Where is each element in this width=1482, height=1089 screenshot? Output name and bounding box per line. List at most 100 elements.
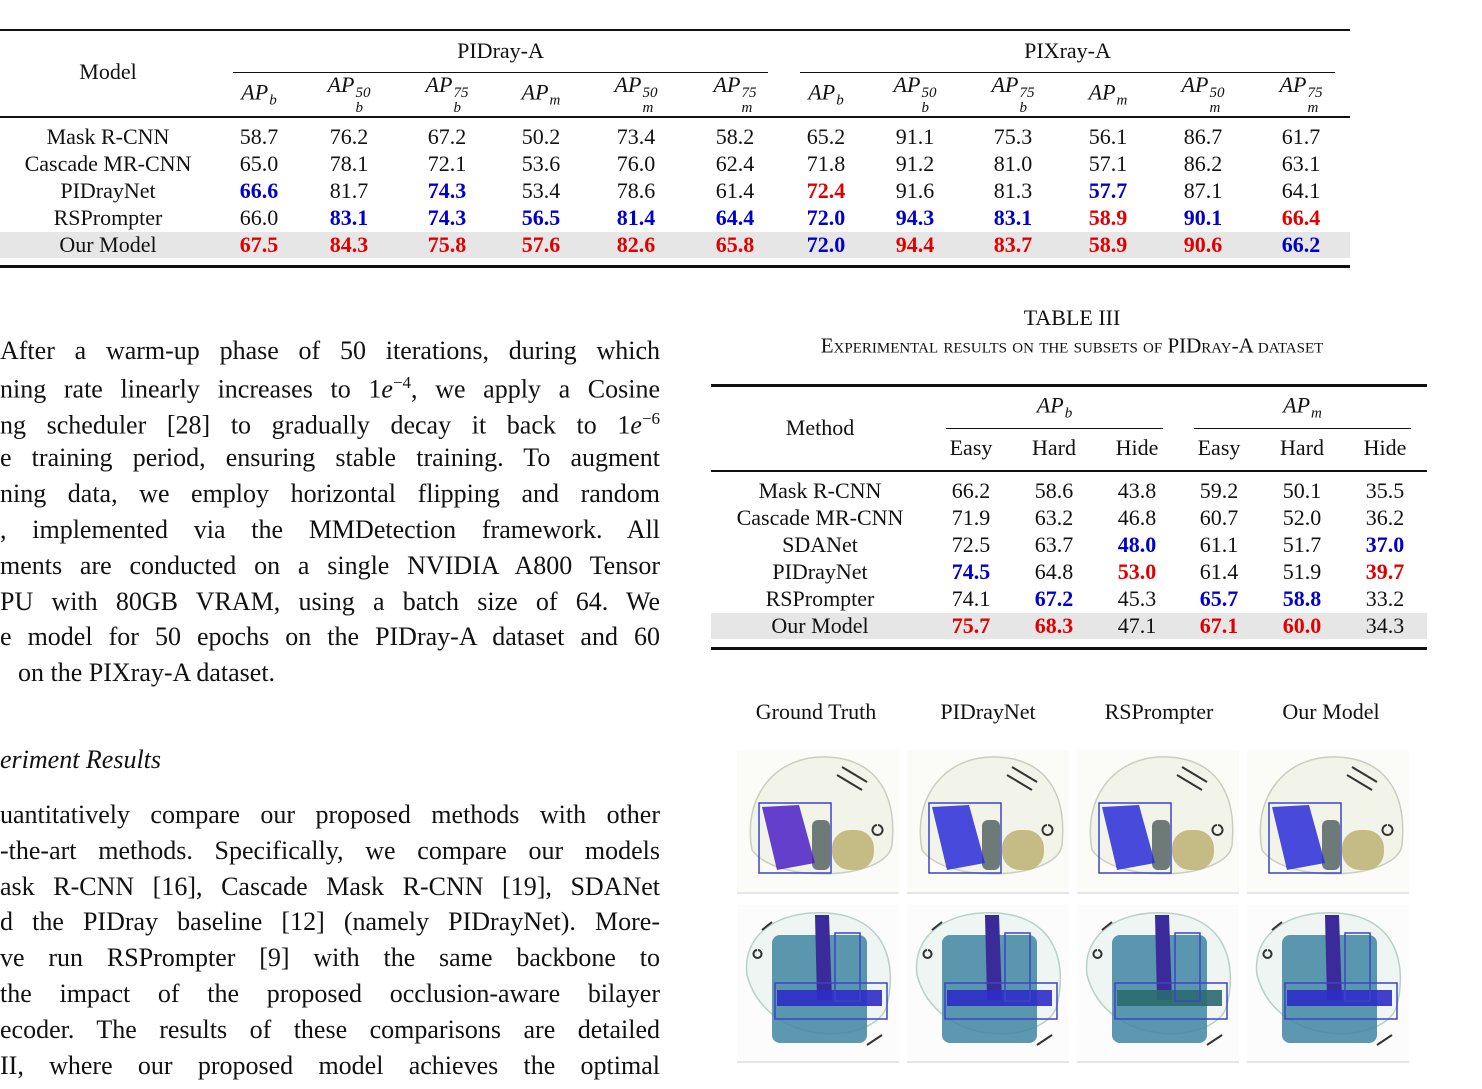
math-header: APb <box>808 79 844 109</box>
text-run: on the PIXray-A dataset. <box>18 658 276 688</box>
text-line: , implemented via the MMDetection framew… <box>0 517 660 543</box>
object-lines <box>1176 766 1224 836</box>
math-header: AP 75 m <box>1280 74 1323 116</box>
text-line: e training period, ensuring stable train… <box>0 445 660 471</box>
mask-purple <box>1102 805 1155 870</box>
text-run: d the PIDray baseline [12] (namely PIDra… <box>0 907 660 937</box>
math-base: AP <box>241 79 269 105</box>
table-cell: 75.3 <box>993 124 1033 149</box>
math-base: AP <box>614 72 642 97</box>
object-dark <box>812 820 830 870</box>
math-sup: 50 <box>1209 85 1225 101</box>
object-lines <box>1262 921 1393 1046</box>
text-run: , we apply a Cosine <box>411 374 660 404</box>
table-cell: 72.0 <box>806 232 846 257</box>
table-cell: 35.5 <box>1365 478 1405 503</box>
text-line: ning rate linearly increases to 1e−4, we… <box>0 374 660 403</box>
table-cell: 47.1 <box>1117 613 1157 638</box>
table-cell: 36.2 <box>1365 505 1405 530</box>
table-cell: 61.4 <box>715 178 755 203</box>
table-cell: 74.3 <box>427 205 467 230</box>
table-caption: Experimental results on the subsets of P… <box>820 333 1324 358</box>
math-base: AP <box>425 72 453 97</box>
math-header: APm <box>1089 81 1128 109</box>
table-cell: 60.0 <box>1282 613 1322 638</box>
text-line: e model for 50 epochs on the PIDray-A da… <box>0 624 660 650</box>
table-cell: 67.1 <box>1199 613 1239 638</box>
math-sup: 75 <box>453 85 469 101</box>
math-sub: b <box>453 100 461 116</box>
row-shade <box>0 232 1350 258</box>
table-cell: 90.6 <box>1183 232 1223 257</box>
math-scripts: 75 b <box>1019 86 1034 116</box>
table-cell: 53.0 <box>1117 559 1157 584</box>
table-cell: 58.6 <box>1034 478 1074 503</box>
text-run: ng scheduler [28] to gradually decay it … <box>0 410 631 440</box>
object-lines <box>836 766 884 836</box>
table-cell: 81.7 <box>329 178 369 203</box>
math-base: AP <box>1036 392 1064 418</box>
table-cell: 48.0 <box>1117 532 1157 557</box>
table-cell: 61.1 <box>1199 532 1239 557</box>
text-run: , implemented via the MMDetection framew… <box>0 515 660 544</box>
table-cell: 83.7 <box>993 232 1033 257</box>
text-run: ecoder. The results of these comparisons… <box>0 1014 660 1044</box>
math-base: AP <box>808 79 836 105</box>
math-scripts: 75 b <box>453 86 468 116</box>
figure-column-label: PIDrayNet <box>940 699 1036 724</box>
math-sub: b <box>836 92 844 109</box>
table-cell: 67.2 <box>427 124 467 149</box>
table-cell: 58.8 <box>1282 586 1322 611</box>
object-olive <box>832 830 874 870</box>
bbox-blue <box>944 982 1058 1020</box>
text-line: PU with 80GB VRAM, using a batch size of… <box>0 588 660 615</box>
bbox-blue <box>1114 982 1228 1020</box>
table-cell: 66.6 <box>239 178 279 203</box>
math-sup: 50 <box>921 85 937 101</box>
text-run: e <box>630 410 642 440</box>
table-cell: 83.1 <box>993 205 1033 230</box>
mask-purple <box>762 805 815 870</box>
subheader: Easy <box>1197 435 1241 460</box>
text-run: ask R-CNN [16], Cascade Mask R-CNN [19],… <box>0 871 660 901</box>
table-cell: 66.4 <box>1281 205 1321 230</box>
table-cell: 58.2 <box>715 124 755 149</box>
math-sub: b <box>1064 405 1073 422</box>
row-label: RSPrompter <box>765 586 875 611</box>
mask-purple <box>1272 805 1325 870</box>
math-header: AP 50 m <box>1182 74 1225 116</box>
column-header: Method <box>785 415 855 440</box>
subheader: Hard <box>1280 435 1324 460</box>
table-cell: 63.7 <box>1034 532 1074 557</box>
text-line: ask R-CNN [16], Cascade Mask R-CNN [19],… <box>0 871 660 901</box>
table-cell: 91.6 <box>895 178 935 203</box>
text-line: the impact of the proposed occlusion-awa… <box>0 981 660 1007</box>
bbox-blue <box>1268 802 1342 874</box>
table-cell: 46.8 <box>1117 505 1157 530</box>
text-line: ecoder. The results of these comparisons… <box>0 1014 660 1044</box>
table-cell: 64.8 <box>1034 559 1074 584</box>
table-cell: 51.7 <box>1282 532 1322 557</box>
row-label: Mask R-CNN <box>758 478 882 503</box>
table-cell: 57.6 <box>521 232 561 257</box>
table-cell: 74.5 <box>951 559 991 584</box>
object-lines <box>1006 766 1054 836</box>
table-cell: 94.4 <box>895 232 935 257</box>
table-cell: 33.2 <box>1365 586 1405 611</box>
table-cell: 83.1 <box>329 205 369 230</box>
text-run: e model for 50 epochs on the PIDray-A da… <box>0 622 660 652</box>
text-line: uantitatively compare our proposed metho… <box>0 802 660 828</box>
math-header: AP 75 b <box>992 74 1035 116</box>
figure-column-label: RSPrompter <box>1104 699 1214 724</box>
figure-images <box>737 750 1409 1063</box>
table-cell: 67.2 <box>1034 586 1074 611</box>
math-sub: m <box>642 100 654 116</box>
mask-purple <box>1155 915 1172 1000</box>
subheader: Hard <box>1032 435 1076 460</box>
math-sub: m <box>1209 100 1221 116</box>
table-cell: 52.0 <box>1282 505 1322 530</box>
text-run: −4 <box>392 372 412 392</box>
row-label: Our Model <box>771 613 869 638</box>
table-cell: 71.8 <box>806 151 846 176</box>
table-cell: 34.3 <box>1365 613 1405 638</box>
